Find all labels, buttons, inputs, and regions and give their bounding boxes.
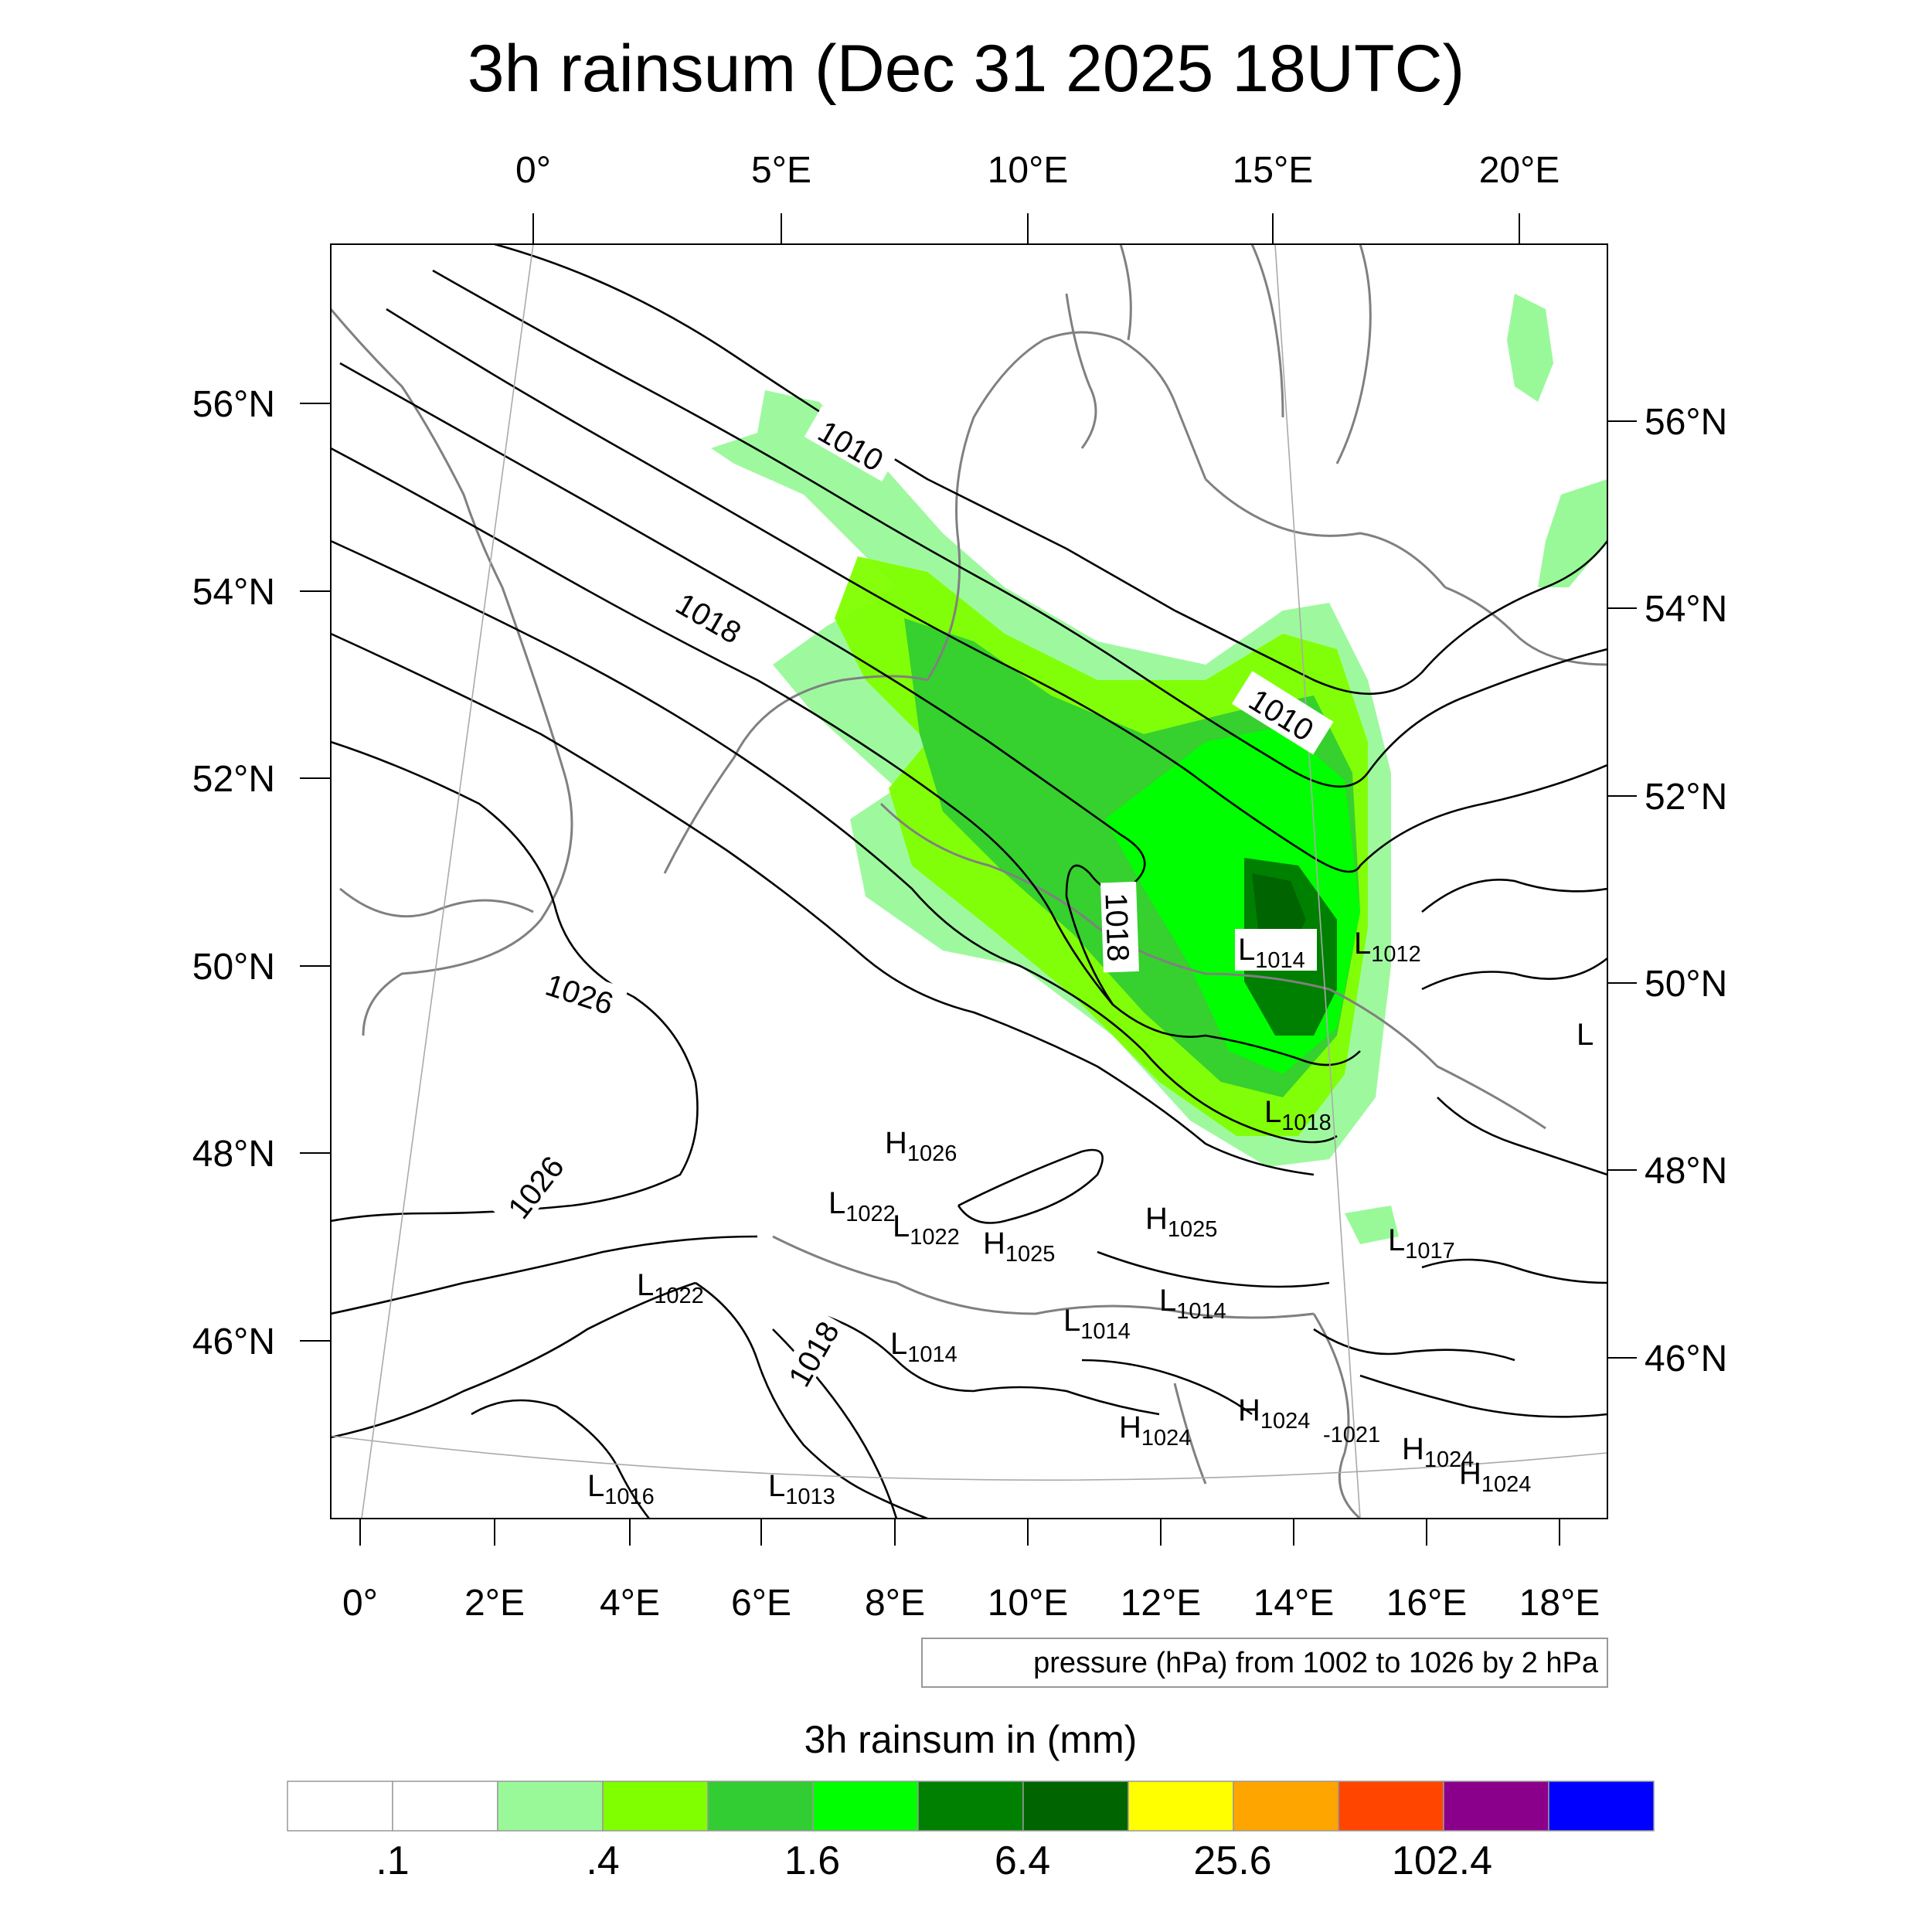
colorbar-swatch (812, 1781, 919, 1832)
colorbar-swatch (287, 1781, 393, 1832)
colorbar-swatch (602, 1781, 709, 1832)
contour-info-box: pressure (hPa) from 1002 to 1026 by 2 hP… (921, 1638, 1608, 1688)
bottom-lon-label: 4°E (600, 1583, 660, 1624)
left-lat-label: 48°N (192, 1134, 275, 1175)
left-lat-label: 50°N (192, 947, 275, 988)
map-panel: 1010 1010 1018 1018 1026 1026 (300, 213, 1637, 1546)
isobar-label: 1018 (1098, 893, 1134, 962)
bottom-lon-label: 12°E (1121, 1583, 1202, 1624)
colorbar-label: 102.4 (1392, 1838, 1492, 1883)
isobar-labels: 1010 1010 1018 1018 1026 1026 (492, 406, 1380, 1447)
pressure-center-label: H1025 (983, 1226, 1055, 1267)
pressure-center-label: L (1577, 1018, 1594, 1052)
contour-info-text: pressure (hPa) from 1002 to 1026 by 2 hP… (1033, 1647, 1599, 1679)
colorbar (287, 1781, 1655, 1832)
left-lat-label: 54°N (192, 572, 275, 613)
pressure-center-label: L1017 (1388, 1223, 1455, 1264)
bottom-lon-label: 10°E (988, 1583, 1069, 1624)
bottom-lon-label: 18°E (1519, 1583, 1600, 1624)
colorbar-swatch (1548, 1781, 1655, 1832)
pressure-center-label: H1026 (885, 1126, 957, 1166)
left-latitude-labels: 56°N 54°N 52°N 50°N 48°N 46°N (192, 384, 275, 1362)
right-latitude-labels: 56°N 54°N 52°N 50°N 48°N 46°N (1645, 402, 1727, 1379)
tick-marks (300, 213, 1637, 1546)
right-lat-label: 56°N (1645, 402, 1727, 443)
pressure-center-label: L1014 (1063, 1304, 1131, 1344)
top-lon-label: 5°E (751, 150, 811, 191)
right-lat-label: 50°N (1645, 964, 1727, 1005)
pressure-center-label: L1022 (893, 1209, 960, 1250)
right-lat-label: 52°N (1645, 777, 1727, 818)
colorbar-swatch (707, 1781, 814, 1832)
bottom-lon-label: 0° (342, 1583, 378, 1624)
colorbar-swatch (1233, 1781, 1339, 1832)
colorbar-swatch (497, 1781, 604, 1832)
top-lon-label: 15°E (1233, 150, 1314, 191)
colorbar-swatch (392, 1781, 498, 1832)
colorbar-label: 1.6 (784, 1838, 840, 1883)
pressure-center-label: L1018 (1264, 1095, 1332, 1135)
pressure-center-label: L1022 (828, 1186, 896, 1226)
isobars (331, 244, 1607, 1519)
colorbar-labels: .1 .4 1.6 6.4 25.6 102.4 (376, 1838, 1492, 1883)
pressure-center-label: H1024 (1238, 1393, 1310, 1434)
colorbar-label: .1 (376, 1838, 409, 1883)
pressure-center-label: L1012 (1354, 927, 1421, 967)
pressure-centers: L1014 L1012 L1018 H1026 L1022 L1022 H102… (587, 927, 1594, 1509)
left-lat-label: 56°N (192, 384, 275, 425)
bottom-lon-label: 8°E (865, 1583, 925, 1624)
pressure-center-label: L1013 (768, 1469, 835, 1509)
pressure-center-label: L1022 (637, 1268, 704, 1308)
bottom-longitude-labels: 0° 2°E 4°E 6°E 8°E 10°E 12°E 14°E 16°E 1… (342, 1583, 1600, 1624)
map-frame (330, 243, 1608, 1519)
colorbar-swatch (917, 1781, 1024, 1832)
colorbar-title: 3h rainsum in (mm) (804, 1718, 1138, 1761)
pressure-center-label: L1016 (587, 1469, 655, 1509)
pressure-center-label: L1014 (1238, 933, 1305, 973)
right-lat-label: 48°N (1645, 1151, 1727, 1192)
top-longitude-labels: 0° 5°E 10°E 15°E 20°E (515, 150, 1560, 191)
top-lon-label: 10°E (988, 150, 1069, 191)
colorbar-label: .4 (586, 1838, 619, 1883)
right-lat-label: 46°N (1645, 1338, 1727, 1379)
isobar-label: 1018 (782, 1316, 846, 1393)
graticule (331, 244, 1607, 1519)
precipitation-field (711, 294, 1607, 1244)
bottom-lon-label: 14°E (1253, 1583, 1335, 1624)
pressure-center-label: H1024 (1402, 1432, 1474, 1472)
right-lat-label: 54°N (1645, 589, 1727, 630)
colorbar-swatch (1338, 1781, 1444, 1832)
colorbar-swatch (1128, 1781, 1234, 1832)
colorbar-label: 6.4 (995, 1838, 1050, 1883)
colorbar-label: 25.6 (1193, 1838, 1271, 1883)
pressure-center-label: L1014 (890, 1327, 957, 1367)
bottom-lon-label: 6°E (731, 1583, 791, 1624)
left-lat-label: 52°N (192, 759, 275, 800)
pressure-center-label: H1025 (1145, 1202, 1217, 1242)
pressure-center-label: H1024 (1119, 1410, 1191, 1451)
rain-patch-northeast (1507, 294, 1553, 402)
colorbar-swatch (1443, 1781, 1549, 1832)
rain-patch-east (1538, 479, 1607, 587)
isobar-label: -1021 (1323, 1423, 1380, 1447)
coastlines (331, 244, 1607, 1519)
figure-title: 3h rainsum (Dec 31 2025 18UTC) (468, 32, 1465, 106)
top-lon-label: 0° (515, 150, 551, 191)
pressure-center-label: L1014 (1159, 1284, 1226, 1324)
bottom-lon-label: 2°E (464, 1583, 525, 1624)
rain-patch-alps (1345, 1206, 1399, 1244)
pressure-center-label: H1024 (1459, 1457, 1531, 1497)
top-lon-label: 20°E (1479, 150, 1560, 191)
colorbar-swatch (1022, 1781, 1129, 1832)
bottom-lon-label: 16°E (1386, 1583, 1468, 1624)
left-lat-label: 46°N (192, 1321, 275, 1362)
